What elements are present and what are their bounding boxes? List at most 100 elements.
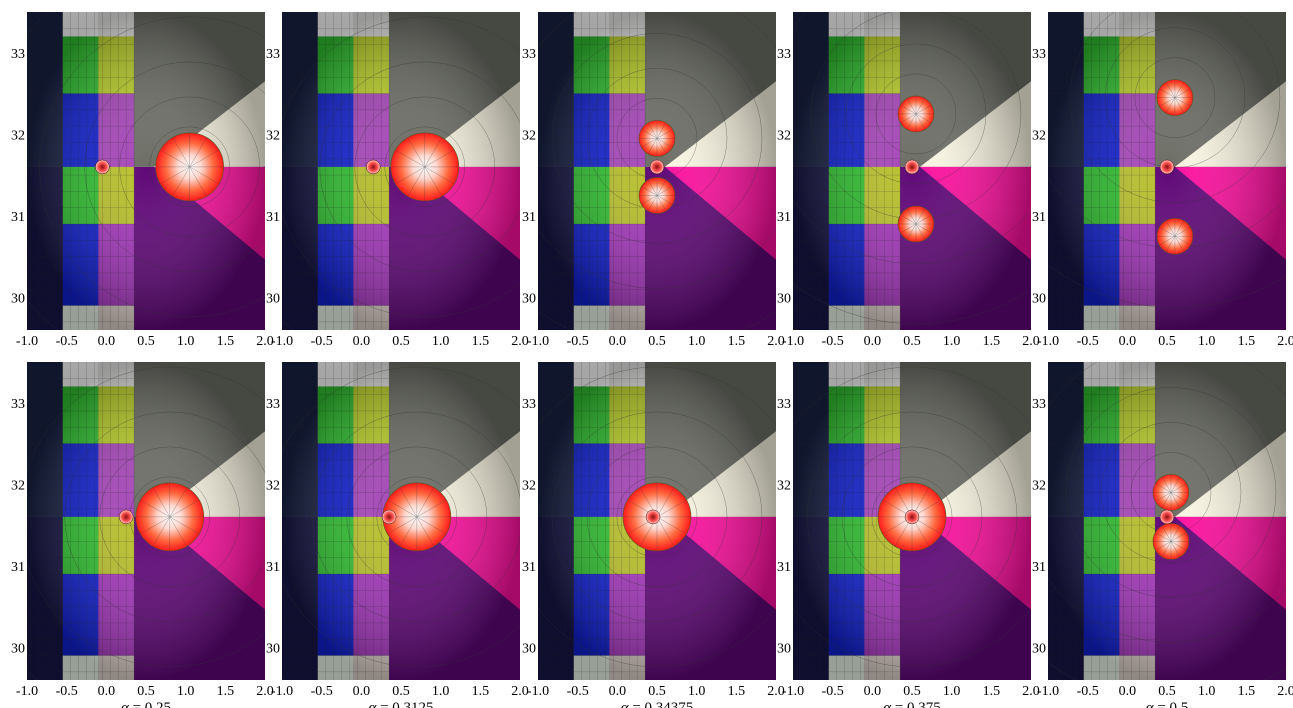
x-tick-label: 1.0 [943,334,961,349]
panel-r0-c3: -1.0 -0.5 0.0 0.5 1.0 1.5 2.0 30 31 32 33 [777,12,1040,349]
y-tick-label: 32 [11,128,25,143]
x-tick-label: 0.5 [392,684,410,699]
x-tick-label: 1.0 [688,334,706,349]
y-tick-label: 31 [522,210,536,225]
x-tick-label: -0.5 [567,684,589,699]
x-tick-label: 2.0 [256,334,274,349]
y-tick-label: 32 [266,478,280,493]
x-tick-label: 1.5 [217,684,235,699]
x-tick-label: 1.0 [177,334,195,349]
zero-mark [1159,509,1175,525]
x-tick-label: -1.0 [16,334,38,349]
x-tick-label: 1.0 [432,684,450,699]
x-tick-label: -0.5 [822,684,844,699]
y-tick-label: 32 [1032,478,1046,493]
plot-area [282,362,520,680]
x-tick-label: 1.0 [177,684,195,699]
x-tick-label: 0.5 [903,334,921,349]
x-tick-label: 0.0 [609,334,627,349]
zero-mark [95,159,110,175]
y-tick-label: 30 [522,291,536,306]
x-tick-label: 0.5 [1158,334,1176,349]
y-tick-label: 31 [777,210,791,225]
x-tick-label: 0.5 [137,684,155,699]
x-tick-label: 1.5 [728,334,746,349]
zero-mark [649,159,665,175]
x-tick-label: -1.0 [16,684,38,699]
plot-area [282,12,520,330]
x-tick-label: 2.0 [511,684,529,699]
zero-mark [904,159,920,175]
zero-mark [365,159,381,175]
y-tick-label: 30 [777,291,791,306]
x-tick-label: -0.5 [1077,684,1099,699]
x-tick-label: 0.5 [903,684,921,699]
y-tick-label: 33 [1032,397,1046,412]
x-tick-label: -1.0 [782,684,804,699]
x-tick-label: -1.0 [271,684,293,699]
x-tick-label: 0.0 [864,334,882,349]
zero-mark [645,509,661,525]
y-tick-label: 30 [1032,291,1046,306]
y-tick-label: 33 [266,47,280,62]
y-tick-label: 33 [1032,47,1046,62]
y-tick-label: 31 [11,210,25,225]
x-tick-label: 1.5 [983,684,1001,699]
x-tick-label: -0.5 [311,334,333,349]
y-tick-label: 30 [1032,641,1046,656]
y-tick-label: 33 [11,47,25,62]
plot-area [793,12,1031,330]
x-tick-label: -0.5 [56,334,78,349]
panel-caption: α = 0.34375 [621,700,694,708]
zero-mark [904,509,920,525]
y-tick-label: 31 [1032,560,1046,575]
y-tick-label: 32 [11,478,25,493]
plot-area [538,362,776,680]
x-tick-label: 0.0 [609,684,627,699]
plot-area [538,12,776,330]
x-tick-label: 1.5 [472,684,490,699]
x-tick-label: -0.5 [56,684,78,699]
x-tick-label: 2.0 [767,684,785,699]
plot-area [793,362,1031,680]
y-tick-label: 32 [522,478,536,493]
panel-r0-c1: -1.0 -0.5 0.0 0.5 1.0 1.5 2.0 30 31 32 33 [266,12,529,349]
panel-caption: α = 0.25 [121,700,171,708]
zero-mark [381,509,397,525]
x-tick-label: 2.0 [1277,684,1293,699]
x-tick-label: -1.0 [782,334,804,349]
panel-r1-c3: -1.0 -0.5 0.0 0.5 1.0 1.5 2.0 30 31 32 33 α = 0.375 [777,362,1040,708]
y-tick-label: 30 [266,291,280,306]
x-tick-label: 0.5 [648,684,666,699]
y-tick-label: 31 [1032,210,1046,225]
panel-r1-c4: -1.0 -0.5 0.0 0.5 1.0 1.5 2.0 30 31 32 33 α = 0.5 [1032,362,1293,708]
x-tick-label: 2.0 [767,334,785,349]
x-tick-label: -1.0 [527,684,549,699]
x-tick-label: 0.0 [1119,334,1137,349]
y-tick-label: 33 [11,397,25,412]
x-tick-label: 1.5 [1238,684,1256,699]
x-tick-label: 0.5 [137,334,155,349]
x-tick-label: 1.5 [217,334,235,349]
x-tick-label: -0.5 [567,334,589,349]
x-tick-label: 1.5 [472,334,490,349]
x-tick-label: -1.0 [1037,684,1059,699]
y-tick-label: 32 [522,128,536,143]
y-tick-label: 32 [1032,128,1046,143]
x-tick-label: 1.0 [432,334,450,349]
panel-r1-c1: -1.0 -0.5 0.0 0.5 1.0 1.5 2.0 30 31 32 33 α = 0.312… [266,362,529,708]
x-tick-label: 1.5 [728,684,746,699]
y-tick-label: 30 [11,291,25,306]
x-tick-label: 2.0 [1022,334,1040,349]
x-tick-label: 0.0 [353,684,371,699]
y-tick-label: 30 [522,641,536,656]
x-tick-label: 0.0 [1119,684,1137,699]
x-tick-label: -0.5 [311,684,333,699]
x-tick-label: 1.0 [688,684,706,699]
panel-r0-c4: -1.0 -0.5 0.0 0.5 1.0 1.5 2.0 30 31 32 33 [1032,12,1293,349]
x-tick-label: 0.0 [353,334,371,349]
zero-mark [118,509,134,525]
panel-r1-c2: -1.0 -0.5 0.0 0.5 1.0 1.5 2.0 30 31 32 33 α = 0.343… [522,362,785,708]
x-tick-label: -1.0 [271,334,293,349]
